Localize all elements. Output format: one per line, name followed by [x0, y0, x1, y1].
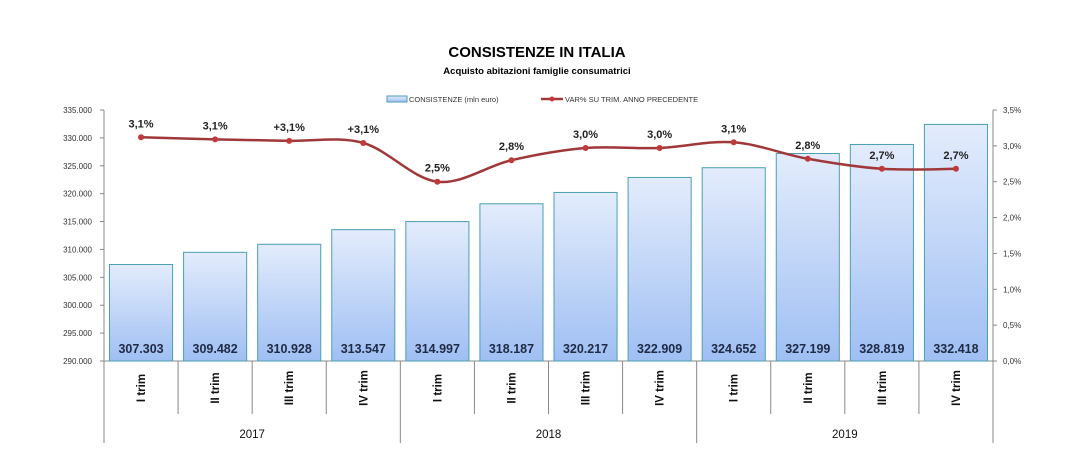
category-label: II trim	[803, 372, 815, 403]
line-data-label: 2,8%	[499, 141, 524, 153]
line-data-label: 3,1%	[721, 123, 746, 135]
bar	[109, 263, 174, 362]
line-point	[212, 136, 219, 143]
bar	[849, 143, 914, 362]
category-label: I trim	[136, 374, 148, 402]
bar-data-label: 313.547	[341, 342, 386, 356]
line-data-label: 3,1%	[129, 118, 154, 130]
right-tick-label: 3,0%	[1003, 142, 1021, 151]
left-tick-label: 330.000	[63, 134, 92, 143]
line-data-label: 3,0%	[573, 129, 598, 141]
bar-data-label: 324.652	[711, 342, 756, 356]
right-tick-label: 3,5%	[1003, 106, 1021, 115]
right-tick-label: 0,0%	[1003, 357, 1021, 366]
bar	[701, 167, 766, 362]
category-label: IV trim	[655, 370, 667, 406]
left-tick-label: 295.000	[63, 329, 92, 338]
bar-data-label: 318.187	[489, 342, 534, 356]
right-tick-label: 1,0%	[1003, 285, 1021, 294]
line-data-label: +3,1%	[348, 124, 380, 136]
bar-data-label: 320.217	[563, 342, 608, 356]
legend-line-marker	[549, 96, 555, 102]
year-label: 2017	[239, 429, 265, 441]
series-line	[141, 136, 956, 184]
line-point	[360, 139, 367, 146]
line-point	[286, 137, 293, 144]
bar	[923, 123, 989, 362]
line-data-label: 2,8%	[795, 140, 820, 152]
line-data-label: 3,0%	[647, 129, 672, 141]
right-tick-label: 2,0%	[1003, 214, 1021, 223]
category-label: III trim	[877, 371, 889, 406]
category-label: I trim	[729, 374, 741, 402]
line-point	[804, 155, 811, 162]
line-point	[582, 145, 589, 152]
year-label: 2019	[832, 429, 858, 441]
line-point	[878, 165, 885, 172]
bar	[405, 221, 470, 362]
year-label: 2018	[536, 429, 562, 441]
bar	[331, 229, 396, 362]
bar-data-label: 310.928	[267, 342, 312, 356]
bar	[183, 251, 248, 362]
line-point	[434, 178, 441, 185]
bar-data-label: 309.482	[193, 342, 238, 356]
line-point	[138, 134, 145, 141]
right-tick-label: 1,5%	[1003, 249, 1021, 258]
line-point	[508, 157, 515, 164]
legend-bar-swatch	[386, 95, 408, 103]
line-data-label: 2,5%	[425, 163, 450, 175]
left-tick-label: 320.000	[63, 190, 92, 199]
bar	[553, 191, 618, 362]
chart-subtitle: Acquisto abitazioni famiglie consumatric…	[443, 66, 630, 77]
line-point	[952, 165, 959, 172]
right-tick-label: 2,5%	[1003, 178, 1021, 187]
right-tick-label: 0,5%	[1003, 321, 1021, 330]
bar-data-label: 328.819	[859, 342, 904, 356]
category-label: II trim	[506, 372, 518, 403]
left-tick-label: 300.000	[63, 301, 92, 310]
legend-bar-label: CONSISTENZE (mln euro)	[409, 95, 499, 104]
left-tick-label: 335.000	[63, 106, 92, 115]
category-label: IV trim	[358, 370, 370, 406]
legend-line-label: VAR% SU TRIM. ANNO PRECEDENTE	[565, 95, 698, 104]
bar-data-label: 332.418	[933, 342, 978, 356]
left-tick-label: 325.000	[63, 162, 92, 171]
category-label: II trim	[210, 372, 222, 403]
bar	[627, 176, 692, 362]
line-data-label: 2,7%	[943, 150, 968, 162]
category-label: I trim	[432, 374, 444, 402]
line-data-label: +3,1%	[273, 122, 305, 134]
left-tick-label: 305.000	[63, 273, 92, 282]
bar-data-label: 322.909	[637, 342, 682, 356]
legend: CONSISTENZE (mln euro) VAR% SU TRIM. ANN…	[386, 95, 698, 104]
line-point	[730, 139, 737, 146]
line-data-label: 2,7%	[869, 150, 894, 162]
chart-title: CONSISTENZE IN ITALIA	[448, 44, 625, 61]
bar-data-label: 314.997	[415, 342, 460, 356]
category-label: III trim	[284, 371, 296, 406]
line-data-label: 3,1%	[203, 120, 228, 132]
bar	[479, 203, 544, 362]
bar	[257, 243, 322, 362]
left-tick-label: 310.000	[63, 245, 92, 254]
category-label: III trim	[581, 371, 593, 406]
left-tick-label: 315.000	[63, 218, 92, 227]
category-label: IV trim	[951, 370, 963, 406]
bar-data-label: 307.303	[118, 342, 163, 356]
line-point	[656, 145, 663, 152]
bar-data-label: 327.199	[785, 342, 830, 356]
left-tick-label: 290.000	[63, 357, 92, 366]
bar	[775, 153, 840, 362]
